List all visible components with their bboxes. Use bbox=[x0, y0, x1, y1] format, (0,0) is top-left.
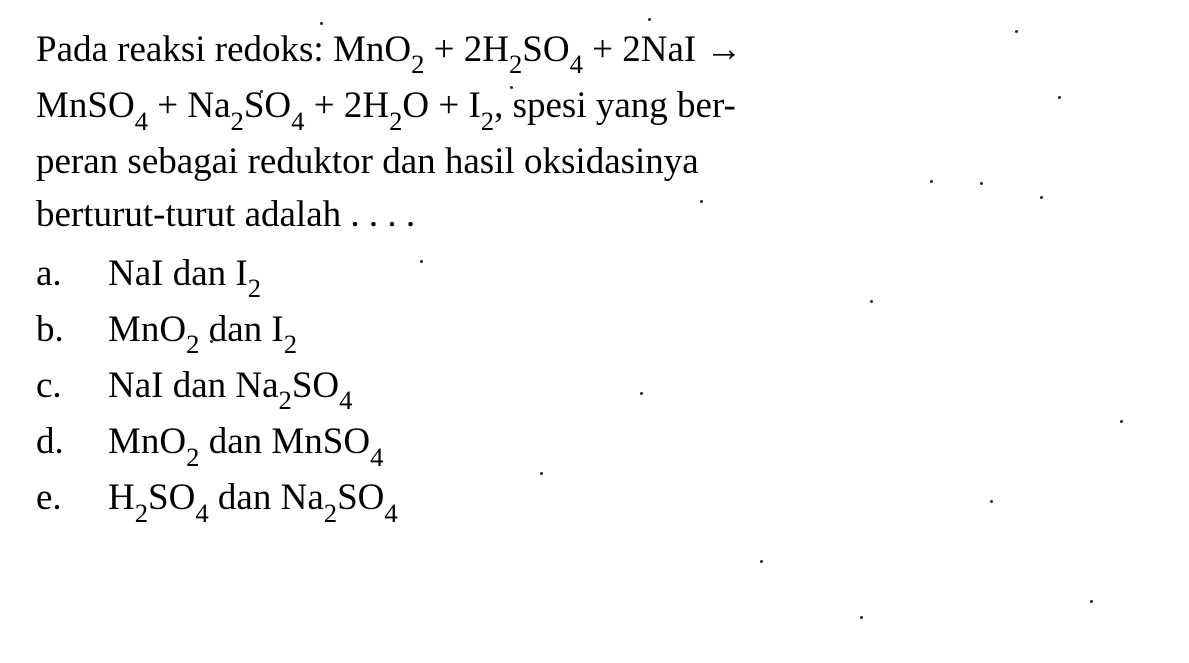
question-line4: berturut-turut adalah . . . . bbox=[36, 194, 415, 235]
noise-dot bbox=[1015, 30, 1018, 33]
noise-dot bbox=[640, 392, 643, 395]
noise-dot bbox=[260, 90, 263, 93]
noise-dot bbox=[1120, 420, 1123, 423]
noise-dot bbox=[980, 182, 983, 185]
option-e-letter: e. bbox=[36, 472, 108, 525]
noise-dot bbox=[700, 200, 703, 203]
noise-dot bbox=[510, 86, 513, 89]
option-c-letter: c. bbox=[36, 360, 108, 413]
option-a-text: NaI dan I2 bbox=[108, 248, 261, 304]
noise-dot bbox=[648, 18, 651, 21]
question-prefix: Pada reaksi redoks: bbox=[36, 29, 333, 70]
option-e-text: H2SO4 dan Na2SO4 bbox=[108, 472, 398, 528]
option-c: c. NaI dan Na2SO4 bbox=[36, 360, 1153, 416]
noise-dot bbox=[1090, 600, 1093, 603]
option-a: a. NaI dan I2 bbox=[36, 248, 1153, 304]
product-1: MnSO4 bbox=[36, 85, 148, 126]
reactant-1: MnO2 bbox=[333, 29, 424, 70]
noise-dot bbox=[760, 560, 763, 563]
option-d-letter: d. bbox=[36, 416, 108, 469]
option-a-letter: a. bbox=[36, 248, 108, 301]
question-block: Pada reaksi redoks: MnO2 + 2H2SO4 + 2NaI… bbox=[36, 24, 1153, 242]
noise-dot bbox=[1058, 96, 1061, 99]
option-d-text: MnO2 dan MnSO4 bbox=[108, 416, 383, 472]
option-b: b. MnO2 dan I2 bbox=[36, 304, 1153, 360]
noise-dot bbox=[210, 340, 213, 343]
option-e: e. H2SO4 dan Na2SO4 bbox=[36, 472, 1153, 528]
noise-dot bbox=[540, 472, 543, 475]
noise-dot bbox=[930, 180, 933, 183]
option-c-text: NaI dan Na2SO4 bbox=[108, 360, 352, 416]
question-line3: peran sebagai reduktor dan hasil oksidas… bbox=[36, 141, 699, 182]
noise-dot bbox=[420, 260, 423, 263]
reaction-arrow: → bbox=[706, 29, 743, 70]
option-b-text: MnO2 dan I2 bbox=[108, 304, 297, 360]
noise-dot bbox=[860, 616, 863, 619]
option-b-letter: b. bbox=[36, 304, 108, 357]
noise-dot bbox=[1040, 196, 1043, 199]
noise-dot bbox=[990, 500, 993, 503]
option-d: d. MnO2 dan MnSO4 bbox=[36, 416, 1153, 472]
question-tail: , spesi yang ber- bbox=[494, 85, 736, 126]
noise-dot bbox=[870, 300, 873, 303]
options-list: a. NaI dan I2 b. MnO2 dan I2 c. NaI dan … bbox=[36, 248, 1153, 529]
noise-dot bbox=[320, 22, 323, 25]
